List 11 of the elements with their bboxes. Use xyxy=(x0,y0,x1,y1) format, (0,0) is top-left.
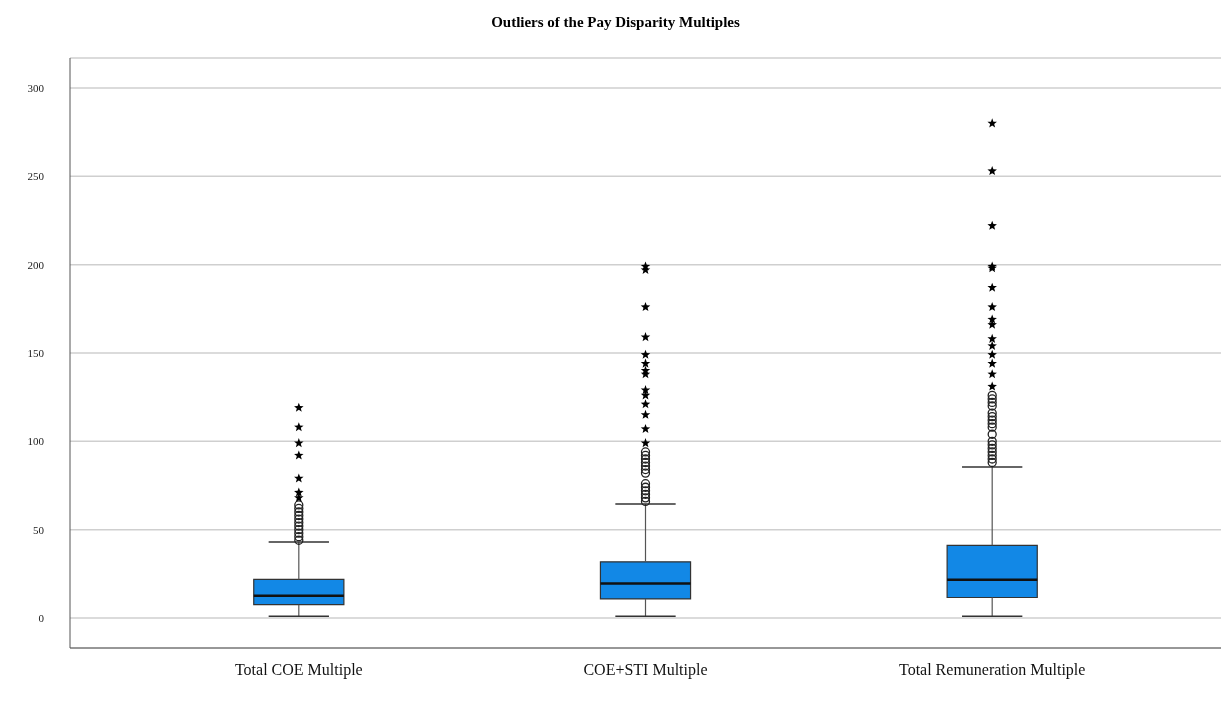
y-tick-label: 50 xyxy=(33,523,45,536)
y-tick-label: 150 xyxy=(27,346,45,359)
y-tick-label: 250 xyxy=(27,170,45,183)
y-tick-label: 100 xyxy=(27,435,45,448)
chart-title: Outliers of the Pay Disparity Multiples xyxy=(490,14,741,31)
x-tick-label: COE+STI Multiple xyxy=(583,661,708,680)
y-tick-label: 0 xyxy=(38,611,45,624)
y-tick-label: 200 xyxy=(27,258,45,271)
x-tick-label: Total Remuneration Multiple xyxy=(898,661,1086,680)
y-tick-label: 300 xyxy=(27,81,45,94)
x-tick-label: Total COE Multiple xyxy=(234,661,363,680)
